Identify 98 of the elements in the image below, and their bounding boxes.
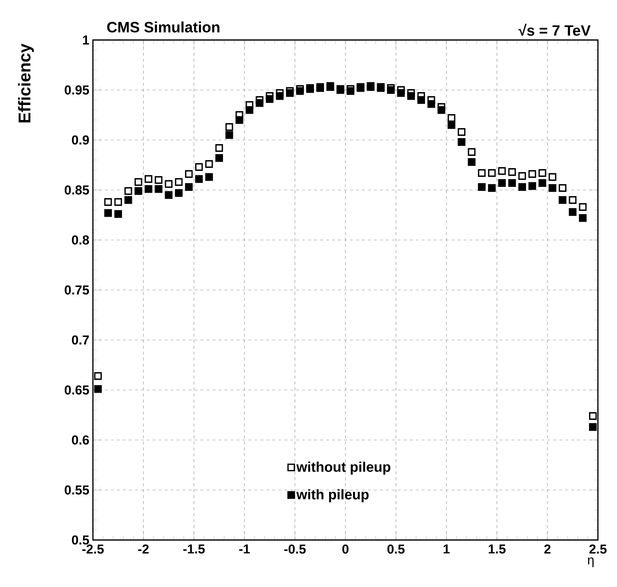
point xyxy=(104,209,112,217)
y-axis-title: Efficiency xyxy=(18,44,34,122)
y-tick-label: 0.8 xyxy=(72,235,90,245)
x-axis-title: η xyxy=(588,557,594,568)
x-tick-label: 0 xyxy=(342,544,348,554)
point xyxy=(589,412,597,420)
point xyxy=(548,173,556,181)
y-tick-label: 0.9 xyxy=(72,135,89,145)
x-tick-label: 2.5 xyxy=(589,544,607,554)
point xyxy=(246,101,254,109)
x-tick-label: -1.5 xyxy=(183,544,205,554)
point xyxy=(558,184,566,192)
point xyxy=(144,175,152,183)
y-tick-label: 0.85 xyxy=(64,185,90,195)
point xyxy=(174,189,183,197)
point xyxy=(448,114,456,122)
point xyxy=(215,154,224,162)
point xyxy=(104,198,112,206)
point xyxy=(568,208,577,216)
point xyxy=(438,106,446,114)
point xyxy=(458,138,466,146)
point xyxy=(578,203,587,211)
legend-label: without pileup xyxy=(296,462,390,475)
point xyxy=(468,148,476,156)
point xyxy=(195,163,203,171)
point xyxy=(538,169,546,177)
x-tick-label: 2 xyxy=(544,544,551,554)
point xyxy=(427,100,436,108)
point xyxy=(144,185,152,193)
point xyxy=(185,170,193,178)
point xyxy=(205,160,213,168)
x-tick-label: 0.5 xyxy=(387,544,405,554)
point xyxy=(468,158,476,166)
point xyxy=(508,179,516,187)
x-tick-label: 1.5 xyxy=(488,544,506,554)
y-tick-label: 0.6 xyxy=(72,435,89,445)
point xyxy=(589,423,597,431)
point xyxy=(154,185,162,193)
y-tick-label: 0.55 xyxy=(64,485,90,495)
y-tick-label: 0.5 xyxy=(72,535,90,545)
point xyxy=(518,183,526,191)
point xyxy=(185,183,193,191)
y-tick-label: 0.75 xyxy=(64,285,90,295)
point xyxy=(134,178,142,186)
x-tick-label: -1 xyxy=(239,544,250,554)
point xyxy=(568,196,577,204)
x-tick-label: -2.5 xyxy=(82,544,104,554)
point xyxy=(134,187,142,195)
point xyxy=(518,172,526,180)
point xyxy=(154,176,162,184)
point xyxy=(458,128,466,136)
x-tick-label: -0.5 xyxy=(284,544,306,554)
point xyxy=(417,96,426,104)
point xyxy=(276,92,284,100)
point xyxy=(407,92,415,100)
point xyxy=(548,184,556,192)
point xyxy=(478,183,486,191)
y-tick-label: 0.7 xyxy=(72,335,89,345)
point xyxy=(94,385,102,393)
point xyxy=(174,178,183,186)
point xyxy=(578,214,587,222)
x-tick-label: 1 xyxy=(444,544,450,554)
point xyxy=(498,179,506,187)
point xyxy=(114,198,122,206)
text: √s = 7 TeV xyxy=(518,24,591,36)
y-tick-label: 0.95 xyxy=(64,85,90,95)
point xyxy=(528,182,536,190)
point xyxy=(256,99,264,107)
point xyxy=(195,175,203,183)
point xyxy=(508,168,516,176)
point xyxy=(124,196,132,204)
legend-label: with pileup xyxy=(296,489,369,502)
point xyxy=(236,116,244,124)
point xyxy=(558,196,566,204)
point xyxy=(397,89,405,97)
point xyxy=(164,191,173,199)
y-tick-label: 0.65 xyxy=(64,385,90,395)
point xyxy=(205,173,213,181)
y-tick-label: 1 xyxy=(83,36,90,44)
point xyxy=(266,95,274,103)
point xyxy=(124,187,132,195)
point xyxy=(114,210,122,218)
point xyxy=(215,144,224,152)
point xyxy=(488,184,496,192)
point xyxy=(246,106,254,114)
point xyxy=(236,111,244,119)
point xyxy=(164,180,173,188)
point xyxy=(448,121,456,129)
point xyxy=(225,123,234,131)
point xyxy=(478,169,486,177)
point xyxy=(225,131,234,139)
chart-title: CMS Simulation xyxy=(107,22,220,32)
point xyxy=(498,167,506,175)
point xyxy=(488,169,496,177)
point xyxy=(528,170,536,178)
x-tick-label: -2 xyxy=(138,544,149,554)
point xyxy=(94,372,102,380)
point xyxy=(538,179,546,187)
